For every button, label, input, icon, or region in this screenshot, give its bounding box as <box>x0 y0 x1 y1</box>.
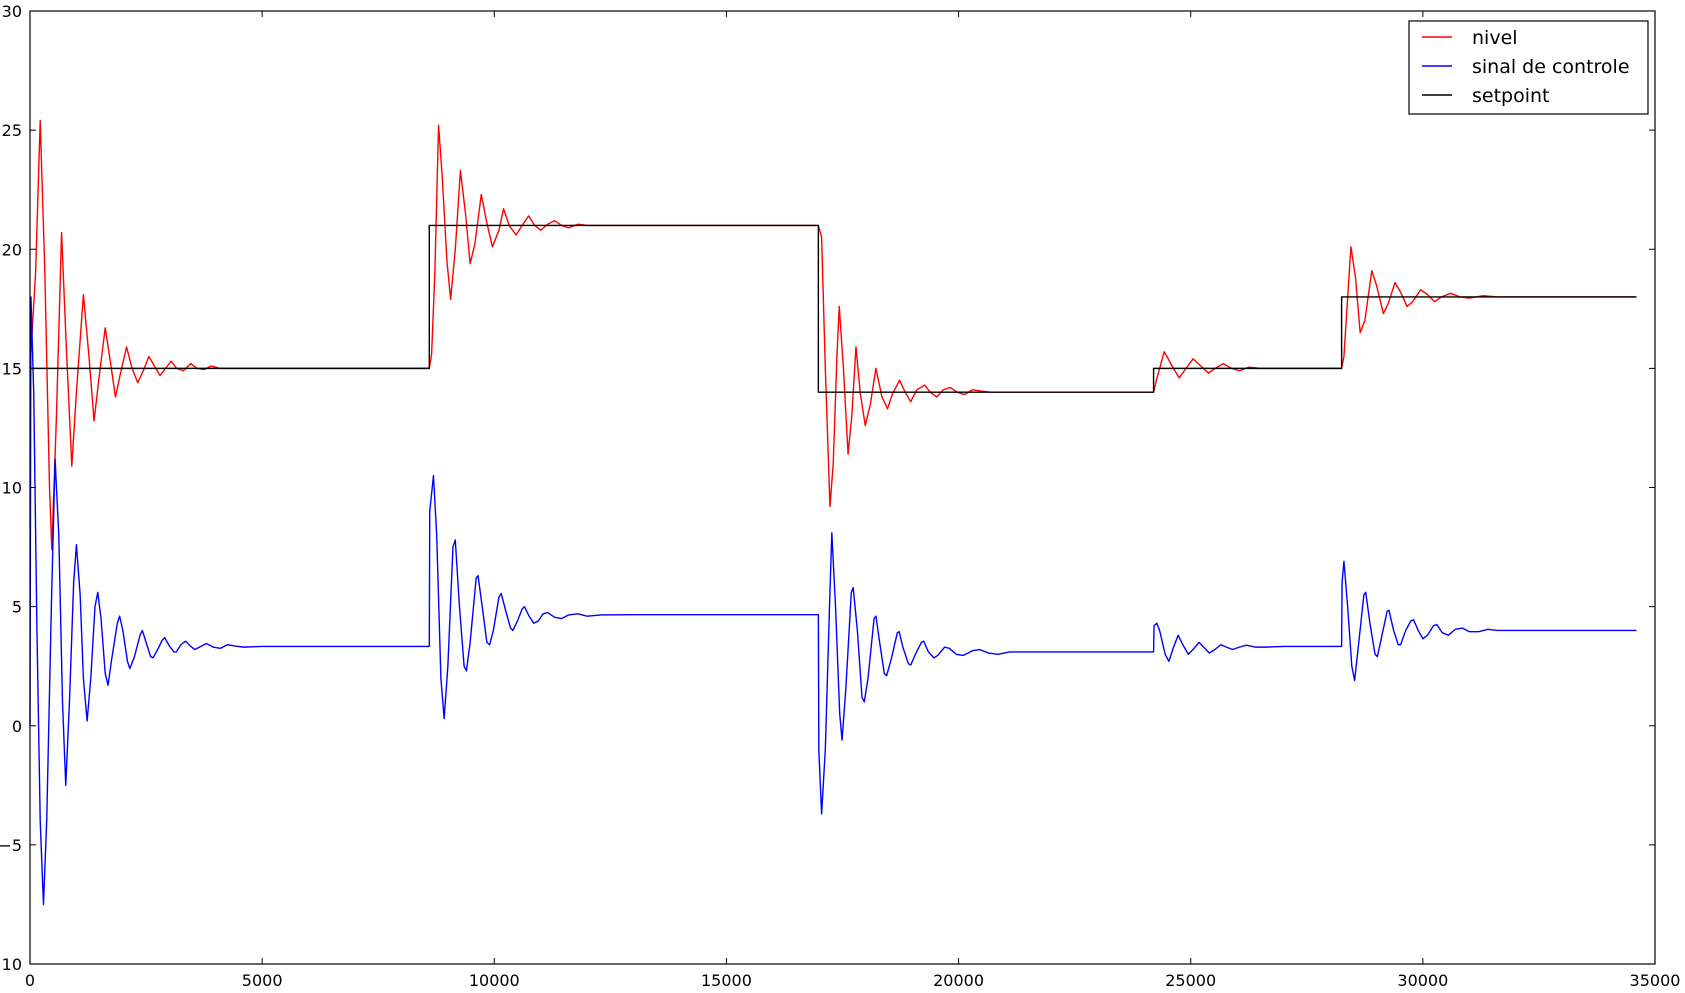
y-tick-label-1: −5 <box>0 836 22 855</box>
y-tick-label-4: 10 <box>2 479 22 498</box>
series-line-0 <box>29 119 1637 551</box>
series-line-1 <box>29 296 1637 906</box>
y-tick-label-2: 0 <box>12 717 22 736</box>
y-tick-label-6: 20 <box>2 240 22 259</box>
series-line-2 <box>30 224 1637 393</box>
series-layer <box>29 119 1637 906</box>
x-tick-label-6: 30000 <box>1397 971 1448 989</box>
x-tick-label-5: 25000 <box>1165 971 1216 989</box>
x-tick-label-7: 35000 <box>1630 971 1681 989</box>
legend-label-2: setpoint <box>1472 85 1550 107</box>
x-tick-label-1: 5000 <box>242 971 283 989</box>
y-tick-label-3: 5 <box>12 598 22 617</box>
legend-label-0: nivel <box>1472 27 1518 49</box>
x-tick-label-4: 20000 <box>933 971 984 989</box>
y-tick-label-5: 15 <box>2 359 22 378</box>
x-tick-label-3: 15000 <box>701 971 752 989</box>
y-tick-label-0: −10 <box>0 955 22 974</box>
y-tick-label-7: 25 <box>2 121 22 140</box>
legend-label-1: sinal de controle <box>1472 56 1630 78</box>
x-tick-label-0: 0 <box>25 971 35 989</box>
x-tick-label-2: 10000 <box>469 971 520 989</box>
y-tick-label-8: 30 <box>2 2 22 21</box>
legend-items: nivel sinal de controle setpoint <box>1422 27 1630 107</box>
legend: nivel sinal de controle setpoint <box>1408 20 1649 115</box>
